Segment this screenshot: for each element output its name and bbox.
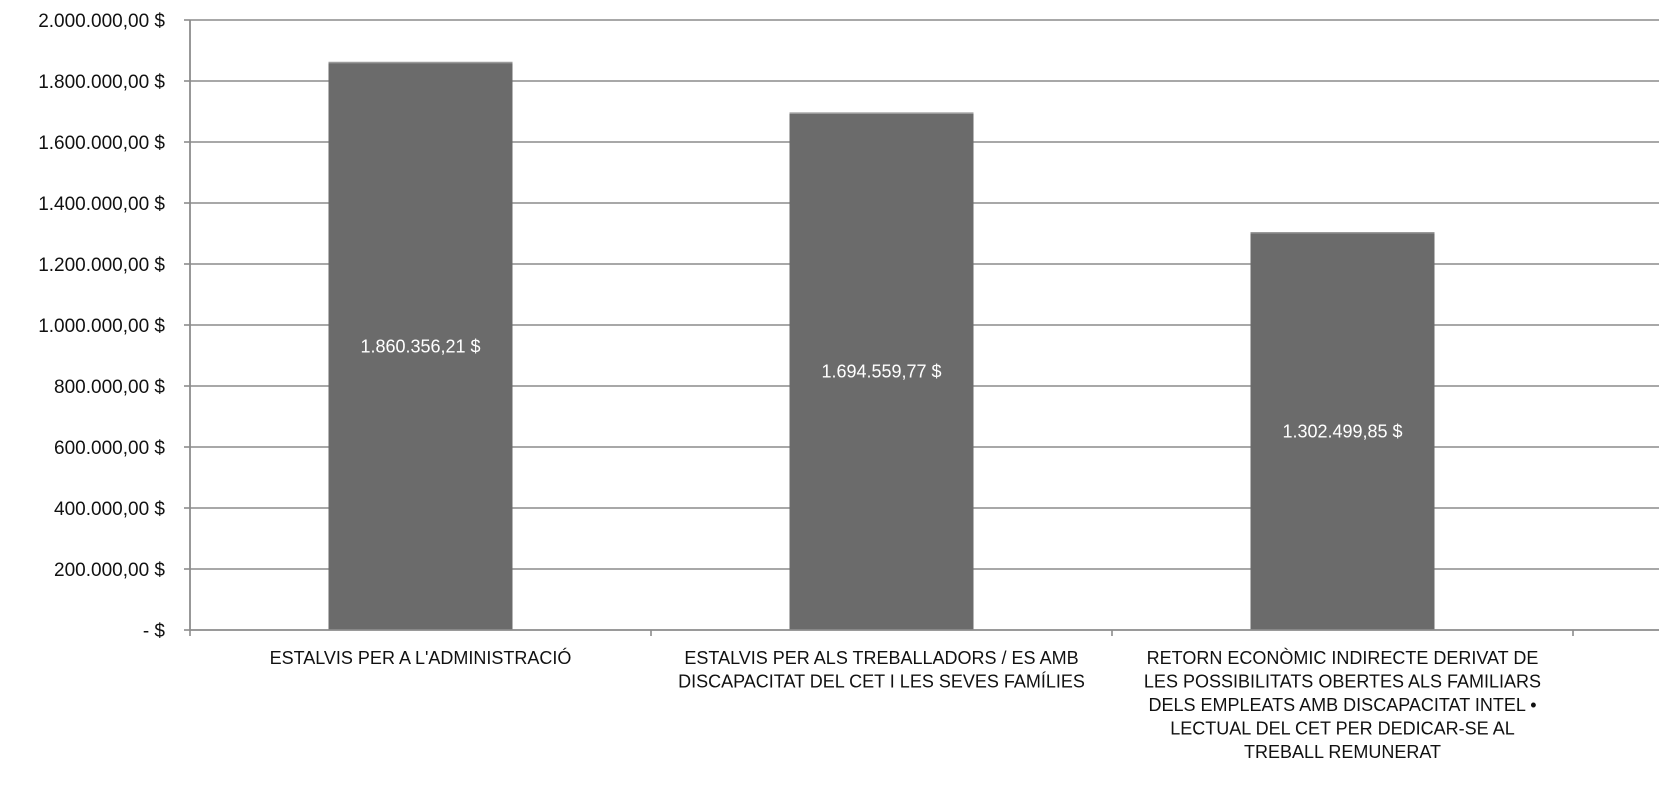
y-tick-label: 600.000,00 $: [54, 438, 165, 459]
data-label: 1.302.499,85 $: [1282, 421, 1402, 441]
y-tick-label: 1.200.000,00 $: [38, 255, 165, 276]
bars: [328, 61, 1435, 630]
data-label: 1.694.559,77 $: [821, 362, 941, 382]
y-tick-label: 800.000,00 $: [54, 377, 165, 398]
bar: [1250, 232, 1435, 630]
y-tick-label: 1.600.000,00 $: [38, 133, 165, 154]
axes: [184, 19, 1659, 636]
x-category-label: LECTUAL DEL CET PER DEDICAR-SE AL: [1170, 719, 1514, 739]
x-category-label: DISCAPACITAT DEL CET I LES SEVES FAMÍLIE…: [678, 672, 1085, 692]
y-tick-label: 1.400.000,00 $: [38, 194, 165, 215]
y-tick-label: 1.800.000,00 $: [38, 72, 165, 93]
x-category-label: RETORN ECONÒMIC INDIRECTE DERIVAT DE: [1147, 647, 1539, 668]
data-label: 1.860.356,21 $: [360, 336, 480, 356]
x-axis-category-labels: ESTALVIS PER A L'ADMINISTRACIÓ ESTALVIS P…: [270, 647, 1542, 762]
data-labels: 1.860.356,21 $ 1.694.559,77 $ 1.302.499,85…: [360, 336, 1402, 441]
y-tick-label: 2.000.000,00 $: [38, 11, 165, 32]
bar: [789, 113, 974, 630]
x-category-label: ESTALVIS PER ALS TREBALLADORS / ES AMB: [684, 648, 1078, 668]
y-tick-label: 1.000.000,00 $: [38, 316, 165, 337]
y-tick-label: 200.000,00 $: [54, 560, 165, 581]
x-category-label: TREBALL REMUNERAT: [1244, 742, 1441, 762]
bar: [328, 62, 513, 630]
x-category-label: DELS EMPLEATS AMB DISCAPACITAT INTEL •: [1148, 695, 1536, 715]
y-tick-label: - $: [143, 621, 166, 642]
x-category-label: LES POSSIBILITATS OBERTES ALS FAMILIARS: [1144, 672, 1541, 692]
y-axis-tick-labels: - $ 200.000,00 $ 400.000,00 $ 600.000,00 $ 8…: [38, 11, 165, 642]
y-tick-label: 400.000,00 $: [54, 499, 165, 520]
x-category-label: ESTALVIS PER A L'ADMINISTRACIÓ: [270, 647, 572, 668]
